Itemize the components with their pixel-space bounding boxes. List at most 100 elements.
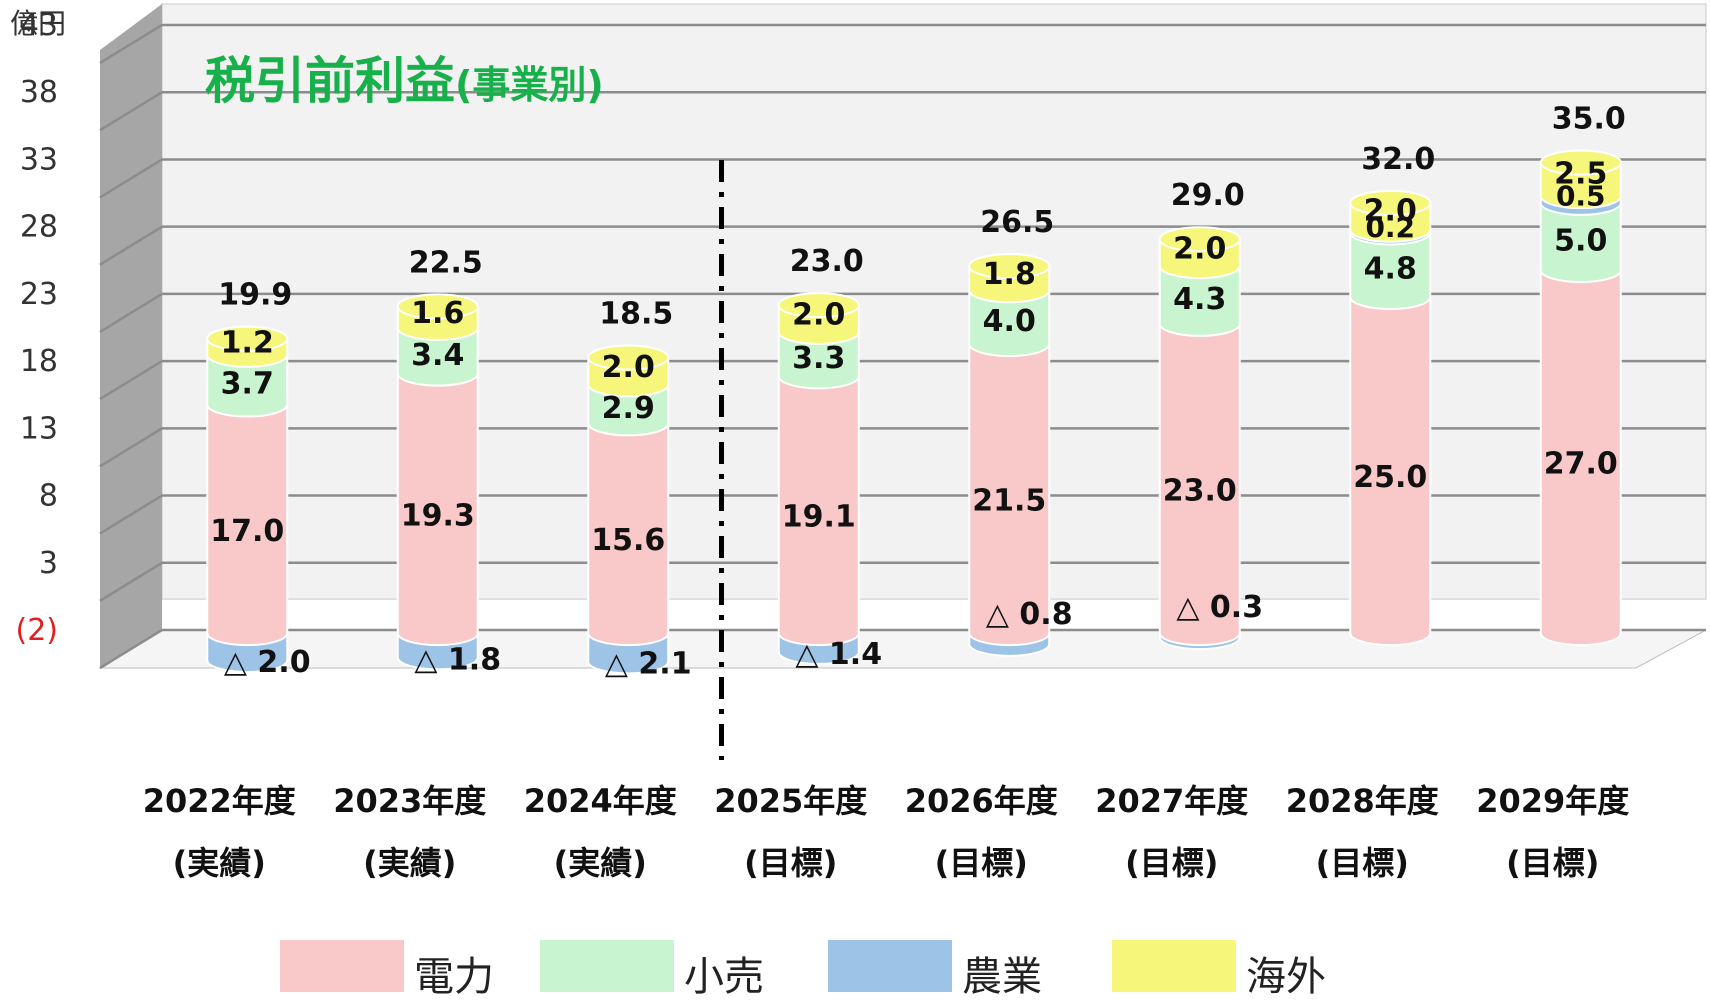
bar-segment-edge <box>1349 229 1432 246</box>
bar-segment-edge <box>968 344 1051 647</box>
x-tick-label: 2026年度 <box>905 782 1058 820</box>
x-tick-sublabel: (実績) <box>363 844 456 882</box>
y-tick-label: 23 <box>20 277 58 312</box>
bar-segment-base <box>588 621 669 646</box>
x-tick-label: 2023年度 <box>333 782 486 820</box>
bar-stack: 15.6 2.9 2.0 △ 2.1 18.5 <box>587 297 692 681</box>
unit-label: 億円 <box>10 7 66 40</box>
bar-segment-base <box>397 645 478 670</box>
bar-segment-base <box>778 639 859 664</box>
bar-stack: 25.0 4.8 0.22.0 32.0 <box>1349 142 1435 647</box>
bar-segment-base <box>397 315 478 340</box>
bar-segment-0 <box>588 423 669 634</box>
data-label-total: 19.9 <box>218 278 292 313</box>
bar-segment-0 <box>1350 297 1431 634</box>
bar-segment-base <box>1159 621 1240 646</box>
data-label-agri: △ 2.1 <box>605 646 692 681</box>
bars: 17.0 3.7 1.2 △ 2.0 19.9 19.3 3.4 1.6 △ 1.8 22.5 15… <box>206 102 1626 681</box>
bar-top-cap <box>1539 149 1622 176</box>
bar-segment-base <box>397 621 478 646</box>
chart-title: 税引前利益(事業別) <box>205 52 604 110</box>
bar-stack: 19.3 3.4 1.6 △ 1.8 22.5 <box>396 245 501 677</box>
y-tick-label: 18 <box>20 344 58 379</box>
y-tick-label: 13 <box>20 411 58 446</box>
bar-segment-base <box>207 648 288 672</box>
grid-line-side <box>99 628 163 670</box>
grid-line-side <box>99 427 163 468</box>
bar-stack: 23.0 4.3 2.0 △ 0.3 29.0 <box>1158 178 1263 651</box>
bar-segment-edge <box>396 327 479 387</box>
bar-stack: 21.5 4.0 1.8 △ 0.8 26.5 <box>968 205 1073 657</box>
x-tick-sublabel: (実績) <box>554 844 647 882</box>
data-label-agri: △ 2.0 <box>224 645 311 680</box>
bar-segment-base <box>1159 254 1240 279</box>
bar-segment-0 <box>1540 270 1621 634</box>
data-label-retail: 3.7 <box>221 367 274 402</box>
bar-segment-edge <box>396 373 479 647</box>
y-tick-label: 8 <box>39 479 58 514</box>
y-tick-label: 33 <box>20 142 58 177</box>
data-label-retail: 4.0 <box>983 304 1036 339</box>
bar-top-cap <box>1349 189 1432 216</box>
bar-top-cap <box>968 253 1051 280</box>
x-tick-label: 2022年度 <box>143 782 296 820</box>
data-label-power: 23.0 <box>1163 474 1237 509</box>
data-label-total: 29.0 <box>1171 178 1245 213</box>
data-label-agri: △ 1.8 <box>414 642 501 677</box>
bar-segment-edge <box>1349 232 1432 310</box>
data-label-power: 15.6 <box>591 523 665 558</box>
x-tick-label: 2024年度 <box>524 782 677 820</box>
bar-segment-edge <box>968 266 1051 304</box>
data-label-power: 25.0 <box>1353 460 1427 495</box>
grid-line-side <box>99 360 163 401</box>
data-label-total: 32.0 <box>1361 142 1435 177</box>
data-label-retail: 4.8 <box>1364 252 1417 287</box>
data-label-power: 21.5 <box>972 484 1046 519</box>
grid-line-side <box>99 561 163 602</box>
bar-segment-edge <box>587 384 670 437</box>
bar-segment-base <box>778 319 859 344</box>
bar-segment-edge <box>587 357 670 398</box>
grid-line-side <box>99 23 163 65</box>
grid-line-side <box>99 91 163 132</box>
chart-title-main: 税引前利益 <box>205 52 455 110</box>
bar-segment-edge <box>968 290 1051 358</box>
bar-segment-0 <box>397 373 478 634</box>
x-tick-sublabel: (目標) <box>1316 844 1409 882</box>
bar-top-cap <box>1158 226 1241 253</box>
x-tick-label: 2029年度 <box>1476 782 1629 820</box>
bar-segment-edge <box>206 404 289 647</box>
bar-segment-edge <box>396 633 479 671</box>
grid-line-side <box>99 225 163 266</box>
data-label-power: 17.0 <box>210 514 284 549</box>
bar-segment-0 <box>969 344 1050 634</box>
bar-stack: 19.1 3.3 2.0 △ 1.4 23.0 <box>777 244 882 672</box>
grid-line-side <box>99 292 163 333</box>
legend-swatch <box>1112 940 1236 992</box>
bar-segment-edge <box>587 633 670 675</box>
legend-swatch <box>540 940 674 992</box>
x-tick-label: 2028年度 <box>1286 782 1439 820</box>
bar-stack: 27.0 5.0 0.52.5 35.0 <box>1539 102 1626 647</box>
data-label-power: 27.0 <box>1544 447 1618 482</box>
data-label-total: 26.5 <box>980 205 1054 240</box>
bar-top-cap <box>396 293 479 320</box>
bar-segment-base <box>778 364 859 389</box>
data-label-overseas: 2.0 <box>792 298 845 333</box>
data-label-total: 18.5 <box>599 297 673 332</box>
data-label-agri: △ 1.4 <box>795 637 882 672</box>
bar-segment-base <box>969 278 1050 303</box>
grid-line-side <box>99 494 163 535</box>
bar-segment-edge <box>206 338 289 368</box>
x-tick-label: 2027年度 <box>1095 782 1248 820</box>
bar-segment-edge <box>1349 202 1432 243</box>
data-label-agri: 0.2 <box>1365 211 1415 244</box>
y-tick-label: 43 <box>20 8 58 43</box>
bar-segment-base <box>1350 621 1431 646</box>
data-label-power: 19.1 <box>782 500 856 535</box>
bar-segment-base <box>1350 285 1431 309</box>
data-label-agri: 0.5 <box>1556 180 1606 213</box>
data-label-overseas: 1.6 <box>411 296 464 331</box>
bar-segment-edge <box>777 331 860 390</box>
